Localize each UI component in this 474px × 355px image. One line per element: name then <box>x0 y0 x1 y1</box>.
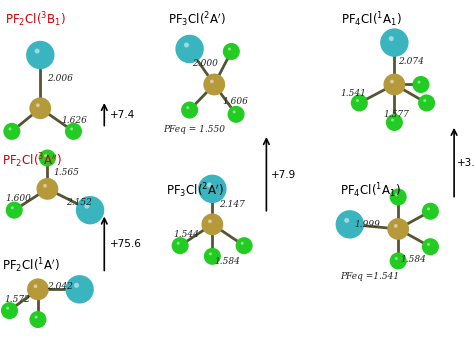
Ellipse shape <box>184 43 189 48</box>
Ellipse shape <box>27 278 49 300</box>
Text: PF$_3$Cl($^2$A$'$): PF$_3$Cl($^2$A$'$) <box>166 182 224 201</box>
Ellipse shape <box>35 49 40 54</box>
Text: 2.152: 2.152 <box>66 198 92 207</box>
Ellipse shape <box>389 36 394 41</box>
Text: 2.074: 2.074 <box>398 57 424 66</box>
Ellipse shape <box>36 103 40 107</box>
Ellipse shape <box>203 73 225 95</box>
Ellipse shape <box>65 275 94 304</box>
Ellipse shape <box>344 218 349 223</box>
Ellipse shape <box>84 204 90 209</box>
Text: 1.577: 1.577 <box>383 110 409 119</box>
Text: 1.584: 1.584 <box>214 257 240 267</box>
Text: PF$_4$Cl($^1$A$_1$): PF$_4$Cl($^1$A$_1$) <box>341 11 402 29</box>
Text: +3.3: +3.3 <box>456 158 474 168</box>
Ellipse shape <box>76 196 104 224</box>
Text: PF$_3$Cl($^2$A$'$): PF$_3$Cl($^2$A$'$) <box>168 11 226 29</box>
Text: 1.584: 1.584 <box>401 255 427 264</box>
Ellipse shape <box>391 119 394 121</box>
Ellipse shape <box>228 106 245 123</box>
Text: 2.042: 2.042 <box>47 282 73 291</box>
Ellipse shape <box>26 41 55 69</box>
Ellipse shape <box>11 206 14 209</box>
Ellipse shape <box>233 110 236 113</box>
Ellipse shape <box>351 94 368 111</box>
Ellipse shape <box>74 283 79 288</box>
Text: 1.544: 1.544 <box>173 230 199 239</box>
Ellipse shape <box>427 243 430 246</box>
Ellipse shape <box>36 178 58 200</box>
Text: 1.606: 1.606 <box>223 97 249 106</box>
Ellipse shape <box>210 80 214 83</box>
Ellipse shape <box>172 237 189 254</box>
Text: +7.9: +7.9 <box>271 170 296 180</box>
Ellipse shape <box>29 97 51 119</box>
Ellipse shape <box>35 316 37 318</box>
Ellipse shape <box>386 114 403 131</box>
Text: PF$_2$Cl($^1$A$'$): PF$_2$Cl($^1$A$'$) <box>2 256 60 275</box>
Ellipse shape <box>422 238 439 255</box>
Ellipse shape <box>418 94 435 111</box>
Ellipse shape <box>208 219 212 223</box>
Ellipse shape <box>387 218 409 240</box>
Text: 1.565: 1.565 <box>54 168 80 177</box>
Text: 1.541: 1.541 <box>340 88 366 98</box>
Ellipse shape <box>241 242 244 245</box>
Ellipse shape <box>44 154 47 157</box>
Ellipse shape <box>207 182 212 187</box>
Ellipse shape <box>39 149 56 166</box>
Ellipse shape <box>209 252 212 255</box>
Text: PF$_2$Cl($^3$B$_1$): PF$_2$Cl($^3$B$_1$) <box>5 11 65 29</box>
Ellipse shape <box>427 207 430 210</box>
Text: PFeq = 1.550: PFeq = 1.550 <box>164 125 226 134</box>
Ellipse shape <box>175 35 204 63</box>
Ellipse shape <box>223 43 240 60</box>
Text: PF$_2$Cl($^3$A$''$): PF$_2$Cl($^3$A$''$) <box>2 151 63 170</box>
Ellipse shape <box>390 252 407 269</box>
Ellipse shape <box>236 237 253 254</box>
Ellipse shape <box>6 202 23 219</box>
Ellipse shape <box>43 184 47 188</box>
Ellipse shape <box>395 257 398 260</box>
Text: 1.600: 1.600 <box>6 194 32 203</box>
Text: 1.572: 1.572 <box>5 295 31 305</box>
Ellipse shape <box>65 123 82 140</box>
Ellipse shape <box>390 80 394 83</box>
Ellipse shape <box>6 307 9 310</box>
Ellipse shape <box>336 210 364 239</box>
Text: 2.000: 2.000 <box>192 59 219 69</box>
Ellipse shape <box>3 123 20 140</box>
Ellipse shape <box>29 311 46 328</box>
Ellipse shape <box>9 127 11 130</box>
Text: 2.147: 2.147 <box>219 200 245 209</box>
Text: PFeq =1.541: PFeq =1.541 <box>340 272 400 281</box>
Text: 2.006: 2.006 <box>47 74 73 83</box>
Ellipse shape <box>228 48 231 50</box>
Ellipse shape <box>201 213 223 235</box>
Ellipse shape <box>383 73 405 95</box>
Ellipse shape <box>390 189 407 206</box>
Text: 1.999: 1.999 <box>355 220 381 229</box>
Text: 1.626: 1.626 <box>62 116 88 125</box>
Ellipse shape <box>181 102 198 119</box>
Ellipse shape <box>204 248 221 265</box>
Text: PF$_4$Cl($^1$A$_1$): PF$_4$Cl($^1$A$_1$) <box>340 182 401 201</box>
Ellipse shape <box>198 175 227 203</box>
Ellipse shape <box>395 193 398 196</box>
Ellipse shape <box>422 203 439 220</box>
Ellipse shape <box>394 224 398 228</box>
Text: +75.6: +75.6 <box>110 239 142 248</box>
Ellipse shape <box>1 302 18 319</box>
Ellipse shape <box>70 127 73 130</box>
Ellipse shape <box>380 28 409 57</box>
Ellipse shape <box>356 99 359 102</box>
Ellipse shape <box>412 76 429 93</box>
Ellipse shape <box>418 81 420 83</box>
Ellipse shape <box>34 284 37 288</box>
Ellipse shape <box>423 99 426 102</box>
Ellipse shape <box>186 106 189 109</box>
Ellipse shape <box>177 242 180 245</box>
Text: +7.4: +7.4 <box>110 110 135 120</box>
